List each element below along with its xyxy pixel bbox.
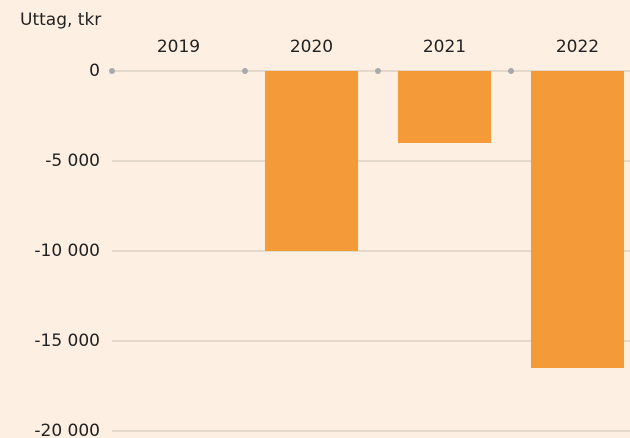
band-separator-dot bbox=[508, 68, 514, 74]
band-separator-dot bbox=[242, 68, 248, 74]
bar bbox=[397, 71, 492, 143]
y-tick-label: -10 000 bbox=[34, 241, 100, 261]
x-tick-label: 2019 bbox=[157, 37, 200, 57]
x-tick-label: 2020 bbox=[290, 37, 333, 57]
bar bbox=[530, 71, 625, 368]
bar bbox=[264, 71, 359, 251]
y-axis-label: Uttag, tkr bbox=[20, 10, 101, 30]
y-tick-label: -15 000 bbox=[34, 331, 100, 351]
x-tick-label: 2022 bbox=[556, 37, 599, 57]
y-tick-label: 0 bbox=[89, 61, 100, 81]
y-tick-label: -5 000 bbox=[45, 151, 100, 171]
band-separator-dot bbox=[109, 68, 115, 74]
band-separator-dot bbox=[375, 68, 381, 74]
x-tick-label: 2021 bbox=[423, 37, 466, 57]
y-tick-label: -20 000 bbox=[34, 421, 100, 438]
